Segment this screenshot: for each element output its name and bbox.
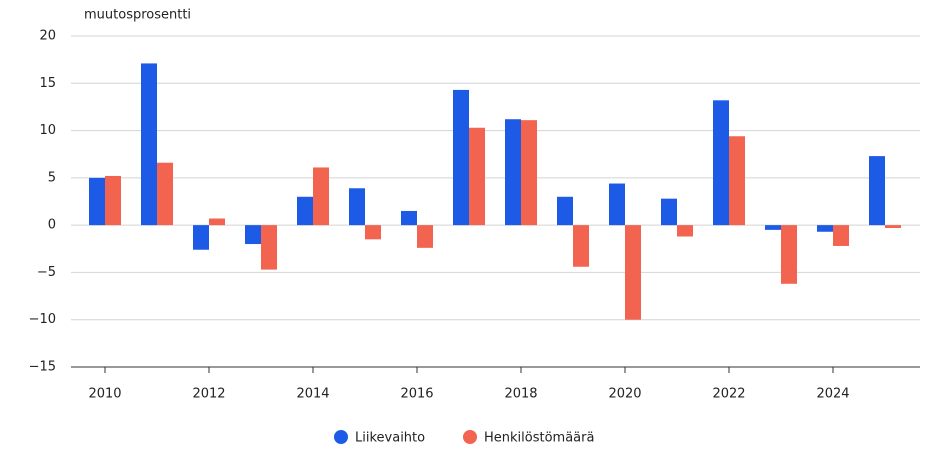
bar [297,196,313,226]
bar [661,198,677,226]
bar [573,225,589,267]
x-tick-label: 2018 [504,387,537,402]
legend-marker [334,430,348,444]
bar [505,119,521,226]
bar [713,100,729,226]
x-tick-label: 2012 [192,387,225,402]
bar [453,89,469,226]
bar [781,225,797,284]
bar [401,210,417,226]
bar [261,225,277,270]
bar [833,225,849,246]
bar [765,225,781,230]
bar [625,225,641,320]
bar [365,225,381,240]
bar [313,167,329,226]
x-tick-label: 2022 [712,387,745,402]
bar [817,225,833,232]
x-tick-label: 2010 [88,387,121,402]
legend-marker [463,430,477,444]
bar [193,225,209,250]
y-tick-label: −15 [29,360,56,375]
bar [557,196,573,226]
y-axis-label: muutosprosentti [84,8,191,23]
x-tick-label: 2024 [816,387,849,402]
bar [349,188,365,226]
bar [209,218,225,226]
bar [609,183,625,226]
y-tick-label: 10 [39,123,56,138]
y-tick-label: 5 [48,170,56,185]
bar [105,175,121,226]
bar [885,225,901,228]
y-tick-label: 20 [39,29,56,44]
bar [89,177,105,226]
bar [869,156,885,226]
legend-label: Liikevaihto [355,431,425,446]
x-tick-label: 2014 [296,387,329,402]
bar [245,225,261,245]
bar [729,136,745,226]
legend-label: Henkilöstömäärä [484,431,594,446]
y-tick-label: 15 [39,76,56,91]
bar [157,162,173,226]
y-tick-label: −10 [29,312,56,327]
y-tick-label: −5 [37,265,56,280]
x-tick-label: 2020 [608,387,641,402]
bar [521,120,537,226]
x-tick-label: 2016 [400,387,433,402]
bar [417,225,433,248]
bar [469,127,485,226]
bar [677,225,693,237]
bar [141,63,157,226]
y-tick-label: 0 [48,218,56,233]
